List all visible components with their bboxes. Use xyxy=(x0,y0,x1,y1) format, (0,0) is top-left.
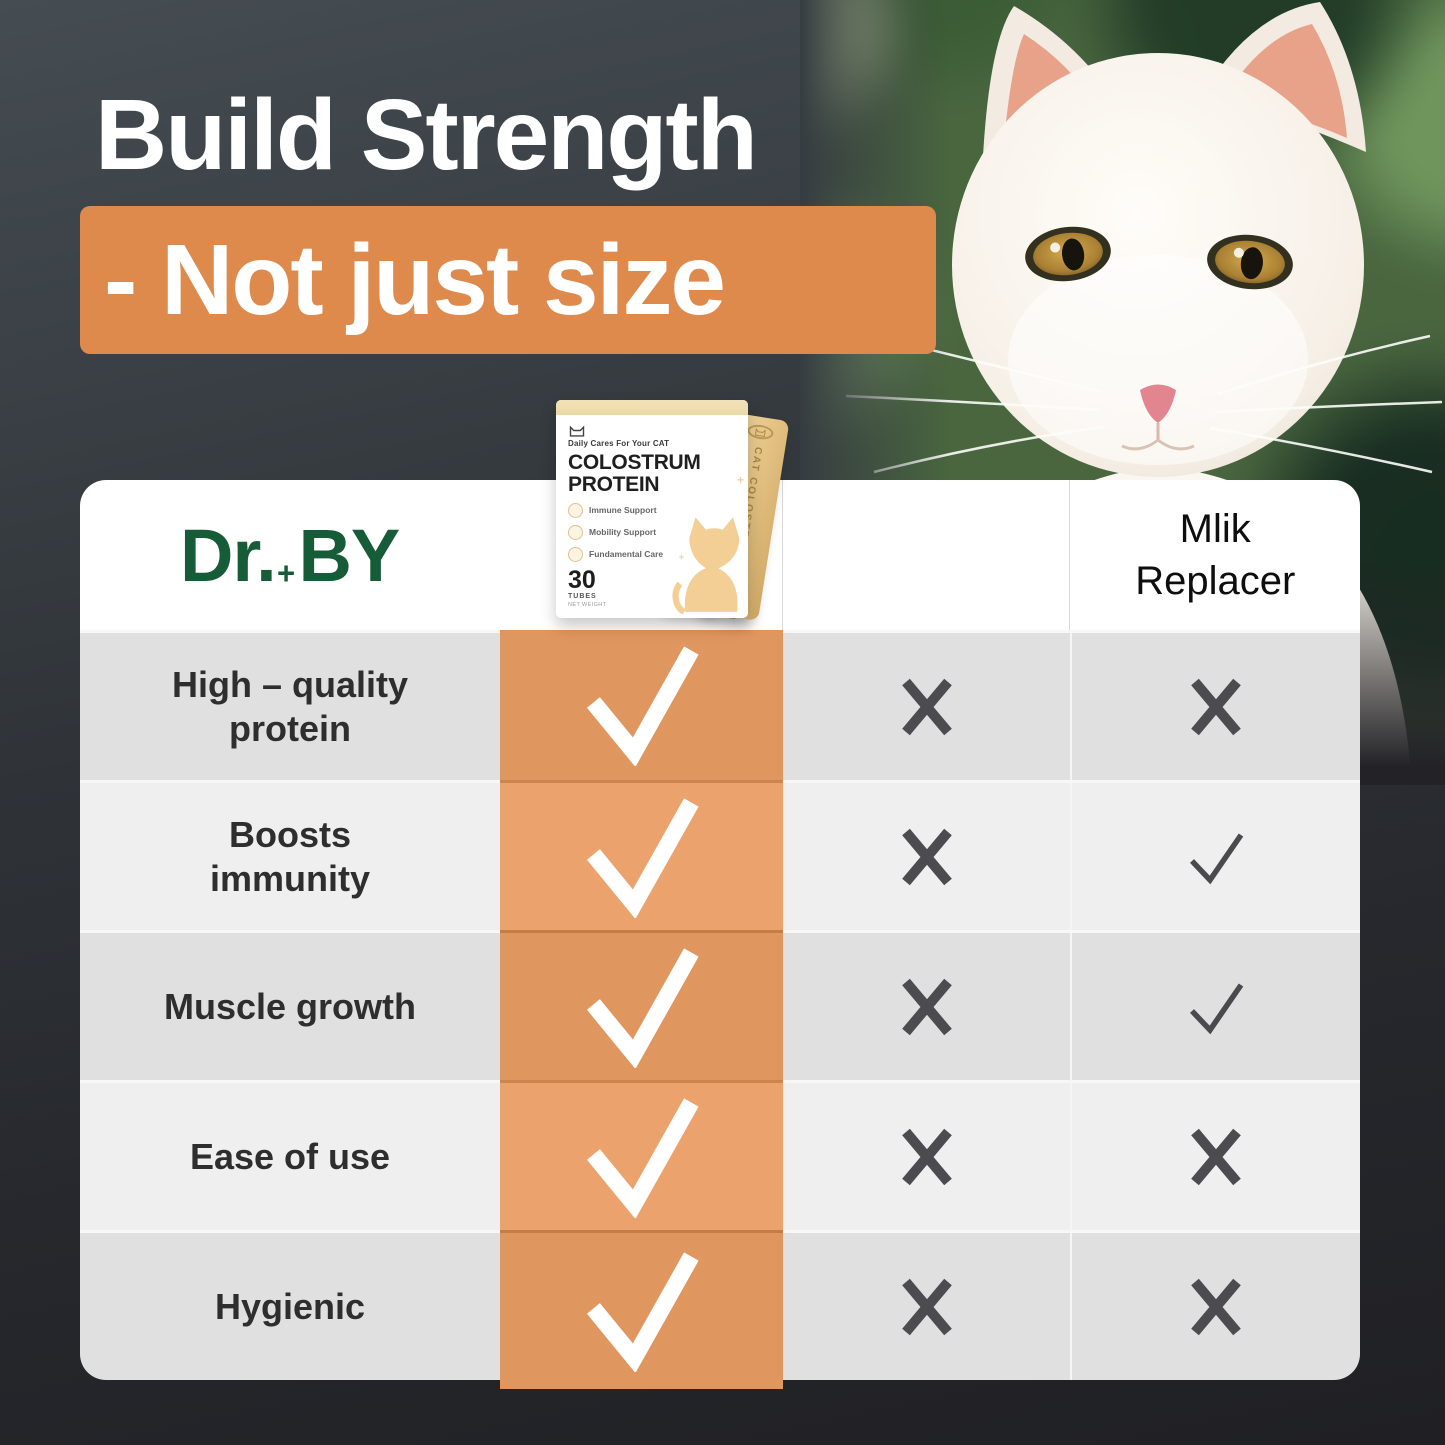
product-feature: Mobility Support xyxy=(568,524,738,540)
product-box: Daily Cares For Your CAT COLOSTRUM PROTE… xyxy=(556,400,748,618)
tube-count: 30 TUBES NET WEIGHT xyxy=(568,566,607,609)
competitor-mark xyxy=(1070,783,1360,930)
brand-mark xyxy=(500,780,783,930)
cross-icon xyxy=(901,678,952,735)
row-label: Ease of use xyxy=(189,1135,391,1177)
brand-mark xyxy=(500,930,783,1080)
generic-mark xyxy=(783,1083,1070,1230)
product-feature: Fundamental Care xyxy=(568,546,738,562)
check-icon xyxy=(586,646,699,766)
brand-mark xyxy=(500,1080,783,1230)
brand-plus: + xyxy=(276,555,295,591)
product-tagline: Daily Cares For Your CAT xyxy=(568,439,670,448)
headline-line1: Build Strength xyxy=(95,79,758,191)
cross-icon xyxy=(1191,1278,1241,1335)
cross-icon xyxy=(1191,678,1241,735)
cross-icon xyxy=(901,978,952,1035)
competitor-mark xyxy=(1070,933,1360,1080)
brand-highlight-column xyxy=(500,630,783,1389)
feature-badge-icon xyxy=(568,502,583,518)
competitor-mark xyxy=(1070,633,1360,780)
sparkle-decoration: + xyxy=(736,473,744,487)
cross-icon xyxy=(901,828,952,885)
feature-badge-icon xyxy=(568,546,583,562)
brand-suffix: BY xyxy=(298,513,400,597)
product-feature: Immune Support xyxy=(568,502,738,518)
generic-mark xyxy=(783,933,1070,1080)
cross-icon xyxy=(1191,1128,1241,1185)
generic-mark xyxy=(783,633,1070,780)
brand-prefix: Dr. xyxy=(180,513,277,597)
box-top-band xyxy=(556,400,748,415)
cross-icon xyxy=(901,1278,952,1335)
generic-column-header xyxy=(781,480,1070,630)
feature-badge-icon xyxy=(568,524,583,540)
sparkle-decoration: + xyxy=(678,552,684,562)
headline-line2: - Not just size xyxy=(104,223,726,336)
cross-icon xyxy=(901,1128,952,1185)
check-icon xyxy=(586,1252,699,1372)
product-sachet: CAT COLOSTRUM PROTEIN xyxy=(704,413,790,622)
brand-logo: Dr.+BY xyxy=(80,480,499,630)
product-packshot: CAT COLOSTRUM PROTEIN CAT COLOSTRUM PROT… xyxy=(556,394,792,632)
brand-mark xyxy=(500,1230,783,1389)
product-name-line2: PROTEIN xyxy=(568,472,660,496)
competitor-mark xyxy=(1070,1083,1360,1230)
competitor-mark xyxy=(1070,1233,1360,1380)
check-icon xyxy=(1190,832,1244,884)
check-icon xyxy=(586,1097,699,1218)
row-label: Muscle growth xyxy=(163,985,417,1027)
check-icon xyxy=(586,797,699,918)
product-name-line1: COLOSTRUM xyxy=(568,451,701,474)
row-label: Boosts immunity xyxy=(209,813,370,899)
brand-mark xyxy=(500,630,783,780)
row-label: High – quality protein xyxy=(171,663,409,749)
cat-ears-logo-icon xyxy=(569,425,585,437)
headline-banner: - Not just size xyxy=(80,206,936,354)
generic-mark xyxy=(783,783,1070,930)
check-icon xyxy=(586,947,699,1068)
competitor-name-line1: Mlik xyxy=(1179,507,1251,551)
row-label: Hygienic xyxy=(214,1285,366,1327)
competitor-name-line2: Replacer xyxy=(1135,559,1296,603)
check-icon xyxy=(1190,982,1244,1034)
generic-mark xyxy=(783,1233,1070,1380)
competitor-column-header: Mlik Replacer xyxy=(1069,480,1360,630)
cat-silhouette-icon xyxy=(672,517,740,614)
sachet-logo-icon xyxy=(746,423,775,442)
